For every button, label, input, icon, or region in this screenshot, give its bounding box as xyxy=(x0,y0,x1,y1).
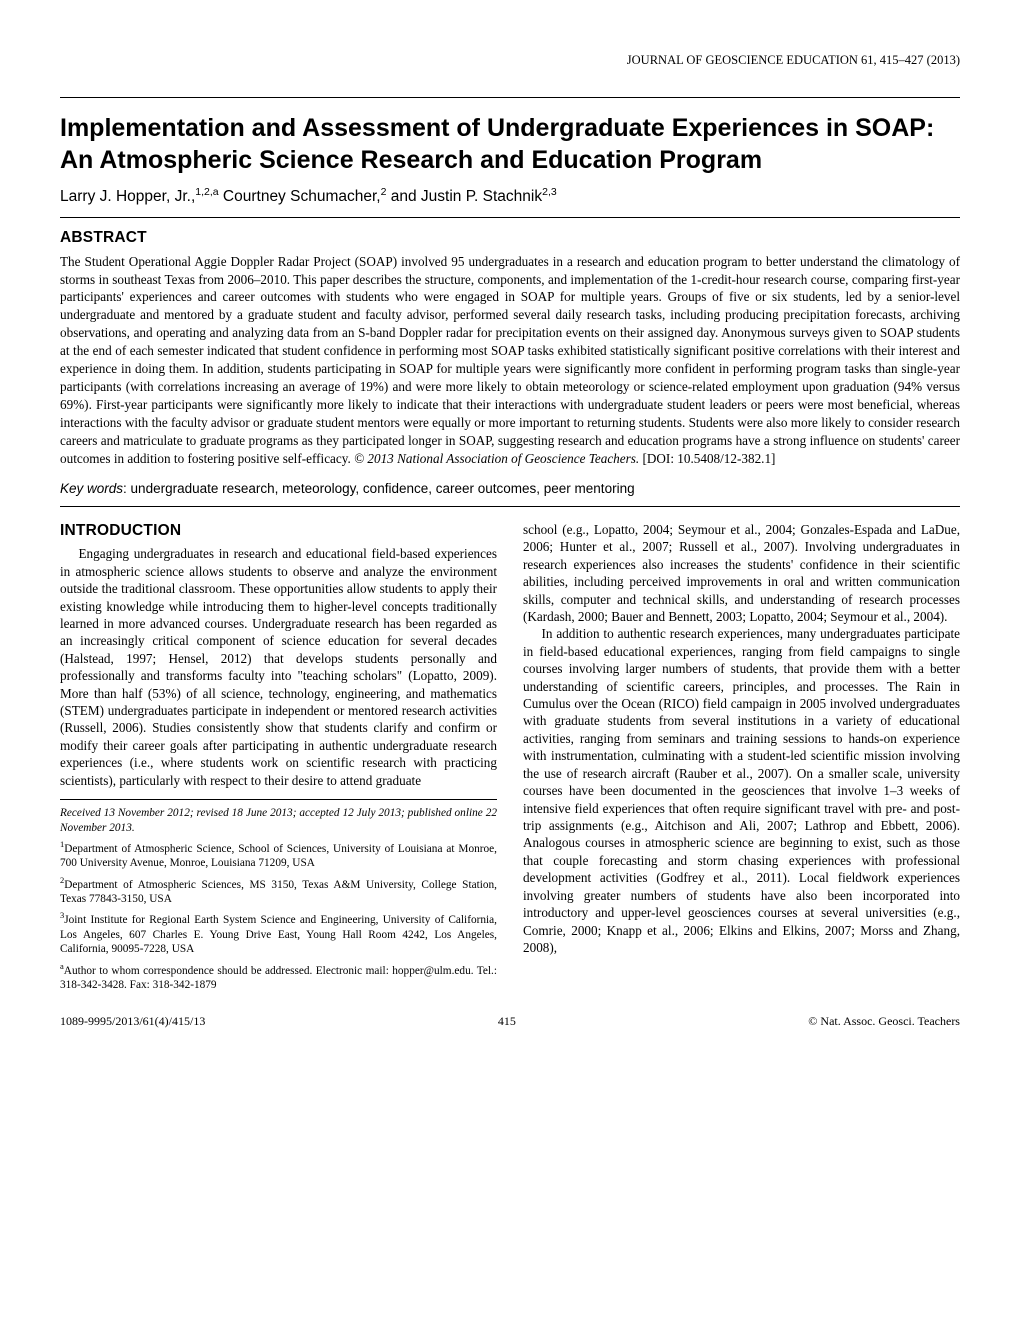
received-line: Received 13 November 2012; revised 18 Ju… xyxy=(60,806,497,835)
affiliation-2: 2Department of Atmospheric Sciences, MS … xyxy=(60,875,497,907)
affiliation-1: 1Department of Atmospheric Science, Scho… xyxy=(60,839,497,871)
keywords-colon: : xyxy=(123,481,131,496)
introduction-heading: INTRODUCTION xyxy=(60,521,497,541)
keywords-text: undergraduate research, meteorology, con… xyxy=(131,481,635,496)
page-footer: 1089-9995/2013/61(4)/415/13 415 © Nat. A… xyxy=(60,1014,960,1030)
affiliation-3-text: Joint Institute for Regional Earth Syste… xyxy=(60,914,497,955)
abstract-text: The Student Operational Aggie Doppler Ra… xyxy=(60,253,960,468)
abstract-heading: ABSTRACT xyxy=(60,228,960,248)
footnotes: Received 13 November 2012; revised 18 Ju… xyxy=(60,806,497,992)
affiliation-2-text: Department of Atmospheric Sciences, MS 3… xyxy=(60,879,497,905)
keywords-line: Key words: undergraduate research, meteo… xyxy=(60,480,960,498)
authors: Larry J. Hopper, Jr.,1,2,a Courtney Schu… xyxy=(60,186,960,208)
affiliation-1-text: Department of Atmospheric Science, Schoo… xyxy=(60,843,497,869)
article-title: Implementation and Assessment of Undergr… xyxy=(60,112,960,176)
keywords-label: Key words xyxy=(60,481,123,496)
footer-left: 1089-9995/2013/61(4)/415/13 xyxy=(60,1014,205,1030)
rule-after-authors xyxy=(60,217,960,218)
intro-paragraph-2: school (e.g., Lopatto, 2004; Seymour et … xyxy=(523,521,960,626)
body-columns: INTRODUCTION Engaging undergraduates in … xyxy=(60,521,960,992)
footnotes-rule xyxy=(60,799,497,800)
footnotes-block: Received 13 November 2012; revised 18 Ju… xyxy=(60,799,497,992)
corresponding-author-text: Author to whom correspondence should be … xyxy=(60,964,497,990)
rule-top xyxy=(60,97,960,98)
corresponding-author: aAuthor to whom correspondence should be… xyxy=(60,961,497,993)
intro-paragraph-1: Engaging undergraduates in research and … xyxy=(60,545,497,789)
rule-after-keywords xyxy=(60,506,960,507)
journal-header: JOURNAL OF GEOSCIENCE EDUCATION 61, 415–… xyxy=(60,52,960,69)
intro-paragraph-3: In addition to authentic research experi… xyxy=(523,625,960,956)
affiliation-3: 3Joint Institute for Regional Earth Syst… xyxy=(60,910,497,956)
footer-page-number: 415 xyxy=(498,1014,516,1030)
footer-right: © Nat. Assoc. Geosci. Teachers xyxy=(808,1014,960,1030)
